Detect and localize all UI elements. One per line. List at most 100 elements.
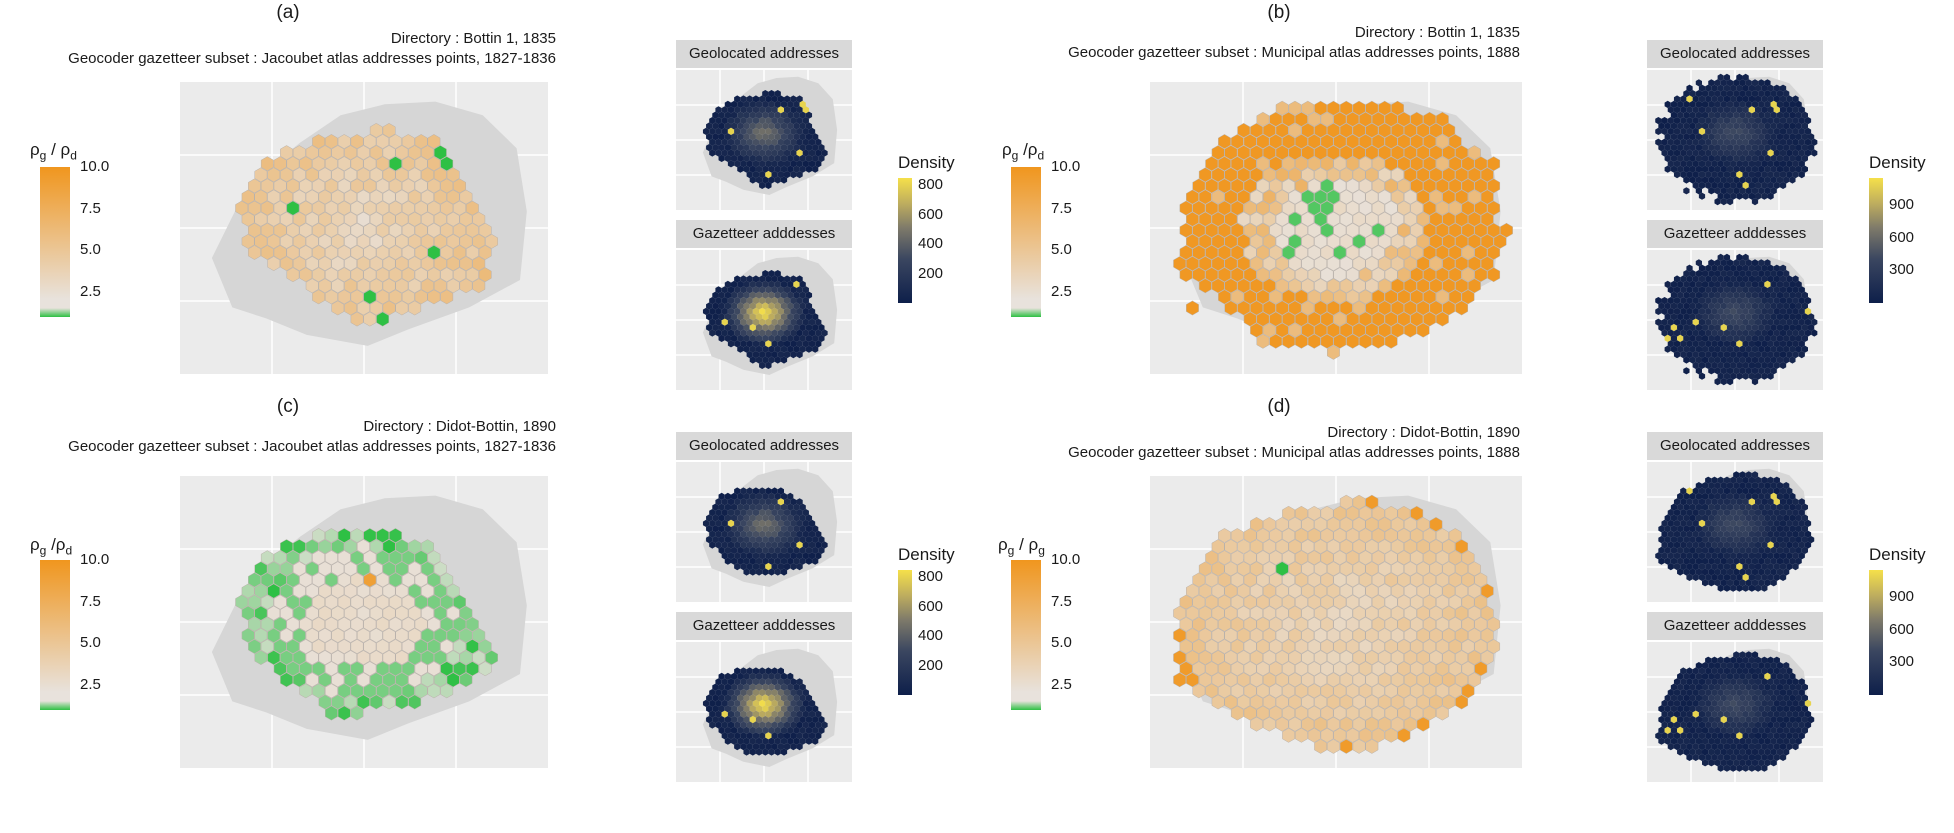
panel-d-gazetteer-density-hex	[1798, 699, 1805, 707]
panel-b-geolocated-density-hex	[1698, 160, 1706, 168]
panel-a-ratio-hex	[401, 245, 415, 260]
panel-c-ratio-hex	[357, 561, 370, 577]
panel-c-gazetteer-density-hex	[721, 678, 728, 686]
panel-b-gazetteer-density-hex	[1755, 275, 1762, 283]
panel-b-ratio-hex	[1403, 211, 1417, 227]
panel-c-gazetteer-density-hex	[762, 672, 769, 680]
panel-a-gazetteer-density-hex	[793, 313, 800, 321]
panel-d-gazetteer-density-hex	[1708, 662, 1715, 670]
panel-b-ratio-hex	[1198, 189, 1212, 205]
panel-c-ratio-hex	[401, 639, 415, 654]
panel-c-gazetteer-density-hex	[718, 672, 725, 680]
panel-d-ratio-hex	[1365, 739, 1379, 754]
panel-b-gazetteer-density-hex	[1733, 291, 1740, 299]
panel-a-ratio-hex	[350, 134, 364, 149]
panel-d-ratio-hex	[1410, 594, 1424, 610]
panel-d-gazetteer-density-hex	[1795, 737, 1802, 745]
panel-d-ratio-hex	[1269, 705, 1283, 721]
panel-c-geolocated-density-hex	[759, 552, 766, 560]
panel-c-ratio-hex	[427, 550, 441, 566]
panel-b-ratio-hex	[1211, 234, 1225, 249]
panel-d-ratio-hex	[1198, 628, 1212, 643]
panel-a-gazetteer-density-hex	[755, 302, 763, 310]
panel-b-ratio-hex	[1365, 278, 1379, 294]
panel-a-gazetteer-density-hex	[774, 270, 781, 278]
panel-b-geolocated-density-hex	[1748, 95, 1755, 103]
panel-c-geolocated-density-hex	[715, 498, 722, 506]
panel-a-facet-geolocated: Geolocated addresses	[676, 40, 852, 68]
panel-d-ratio-hex	[1448, 639, 1462, 654]
panel-b-geolocated-density-hex	[1667, 106, 1674, 114]
panel-a-geolocated-density-hex	[746, 106, 753, 114]
panel-a-ratio-hex	[344, 211, 358, 227]
panel-d-ratio-hex	[1256, 616, 1270, 632]
panel-b-gazetteer-density-hex	[1745, 334, 1752, 342]
panel-b-gazetteer-density-hex	[1742, 372, 1749, 380]
panel-b-ratio-hex	[1416, 278, 1430, 294]
panel-a-gazetteer-density-hex	[709, 297, 716, 305]
panel-c-gazetteer-density-hex	[784, 710, 791, 718]
panel-b-gazetteer-density-hex	[1677, 313, 1684, 321]
panel-b-gazetteer-density-hex	[1695, 259, 1702, 267]
panel-c-ratio-hex	[395, 628, 409, 643]
panel-c-gazetteer-density-hex	[771, 689, 778, 697]
panel-d-ratio-hex	[1391, 672, 1404, 688]
panel-a-geolocated-density-hex	[768, 133, 775, 141]
panel-c-ratio-hex	[427, 594, 441, 610]
panel-b-label: (b)	[1267, 2, 1291, 23]
panel-d-gazetteer-density-hex	[1792, 732, 1799, 740]
panel-c-geolocated-density-hex	[815, 541, 822, 549]
panel-d-gazetteer-density-hex	[1680, 699, 1687, 707]
panel-c-ratio-hex	[357, 694, 370, 710]
panel-c-ratio-hex	[344, 650, 358, 665]
panel-b-geolocated-density-hex	[1655, 138, 1662, 146]
panel-d-ratio-hex	[1307, 705, 1321, 721]
panel-b-gazetteer-density-hex	[1695, 345, 1702, 353]
panel-b-gazetteer-density-hex	[1673, 340, 1681, 348]
panel-b-ratio-hex	[1327, 189, 1340, 205]
panel-d-ratio-hex	[1339, 650, 1353, 665]
panel-b-ratio-hex	[1314, 278, 1328, 294]
panel-a-gazetteer-density-hex	[808, 329, 816, 337]
panel-a-gazetteer-density-hex	[780, 302, 788, 310]
panel-d-gazetteer-density-hex	[1801, 694, 1808, 702]
panel-b-ratio-hex	[1378, 256, 1392, 271]
panel-a-ratio-hex	[465, 200, 479, 216]
panel-b-ratio-hex	[1455, 211, 1469, 227]
panel-d-geolocated-density-hex	[1730, 509, 1737, 517]
panel-c-gazetteer-density-hex	[718, 716, 725, 724]
panel-d-geolocated-density-hex	[1764, 492, 1771, 500]
panel-a-gazetteer-density-hex	[749, 356, 756, 364]
panel-c-gazetteer-density-hex	[749, 672, 756, 680]
panel-d-gazetteer-density-hex	[1789, 672, 1796, 680]
panel-b-geolocated-density-hex	[1770, 122, 1777, 130]
panel-b-geolocated-density-hex	[1717, 117, 1724, 125]
panel-d-geolocated-density-hex	[1776, 568, 1784, 576]
panel-c-ratio-hex	[325, 661, 338, 677]
panel-b-ratio-hex	[1359, 289, 1372, 305]
panel-d-ratio-hex	[1250, 650, 1263, 665]
panel-b-ratio-hex	[1429, 211, 1443, 227]
panel-b-gazetteer-density-hex	[1726, 334, 1734, 342]
panel-b-geolocated-density-hex	[1667, 160, 1674, 168]
panel-c-gazetteer-density-hex	[780, 726, 788, 734]
panel-b-ratio-hex	[1384, 222, 1398, 238]
panel-b-ratio-hex	[1327, 300, 1340, 316]
panel-d-ratio-hex	[1359, 683, 1372, 699]
panel-d-ratio-hex	[1320, 683, 1334, 699]
panel-b-geolocated-density-hex	[1761, 149, 1768, 157]
panel-b-gazetteer-density-hex	[1758, 313, 1765, 321]
panel-d-ratio-hex	[1230, 616, 1244, 632]
panel-b-geolocated-density-hex	[1751, 198, 1759, 206]
panel-b-ratio-hex	[1218, 222, 1231, 238]
panel-d-gazetteer-density-hex	[1673, 689, 1681, 697]
panel-a-ratio-hex	[260, 245, 274, 260]
panel-b-geolocated-density-hex	[1683, 154, 1690, 162]
panel-d-gazetteer-density-hex	[1764, 748, 1771, 756]
panel-b-gazetteer-density-hex	[1789, 313, 1796, 321]
panel-a-ratio-hex	[472, 234, 486, 249]
panel-d-geolocated-density-hex	[1692, 519, 1699, 527]
panel-d-ratio-hex	[1192, 572, 1206, 588]
panel-d-geolocated-density-hex	[1767, 541, 1774, 549]
panel-d-ratio-hex	[1224, 628, 1238, 643]
